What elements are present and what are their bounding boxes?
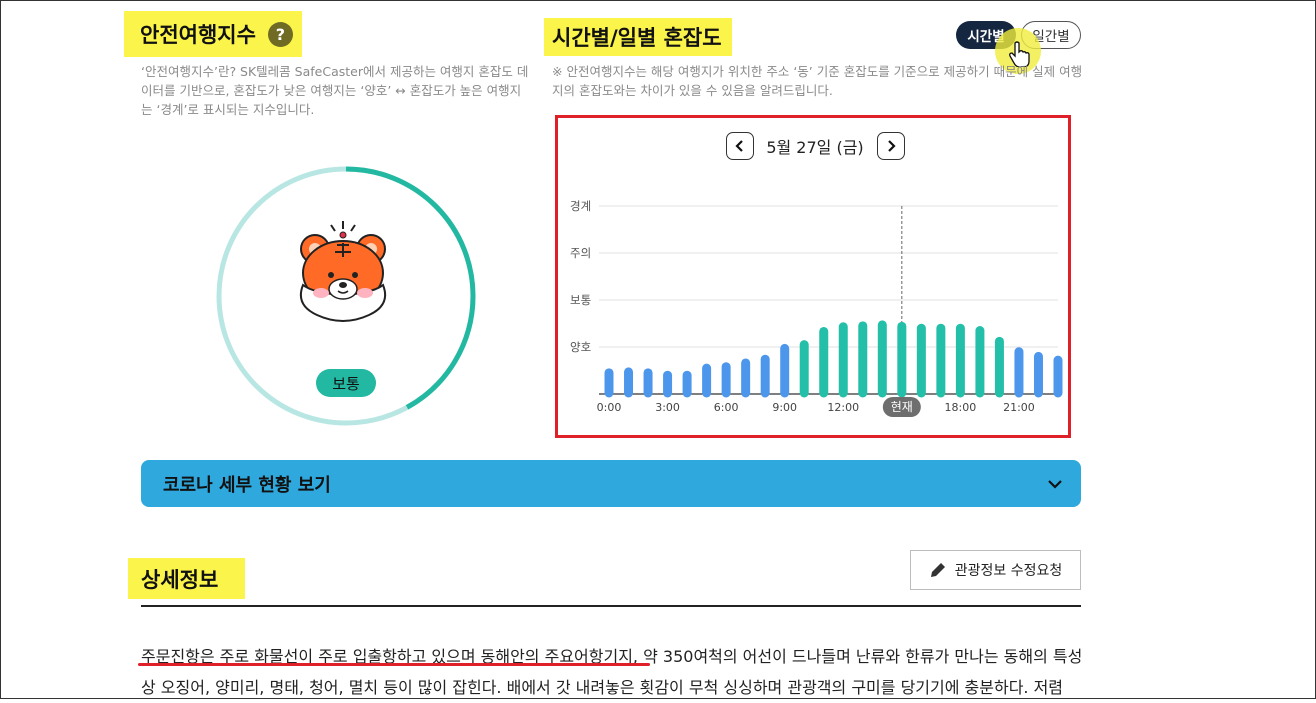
chevron-down-icon bbox=[1048, 479, 1062, 489]
congestion-bar-chart: 양호보통주의경계0:003:006:009:0012:0015:0018:002… bbox=[570, 199, 1063, 417]
edit-request-button[interactable]: 관광정보 수정요청 bbox=[910, 550, 1081, 590]
current-time-label: 현재 bbox=[891, 400, 913, 414]
prev-day-button[interactable] bbox=[726, 132, 754, 160]
y-level-label: 경계 bbox=[570, 199, 591, 213]
detail-title: 상세정보 bbox=[128, 558, 245, 599]
congestion-chart-frame bbox=[555, 115, 1071, 438]
safety-index-description: ‘안전여행지수’란? SK텔레콤 SafeCaster에서 제공하는 여행지 혼… bbox=[141, 64, 529, 117]
safety-index-title: 안전여행지수 ? bbox=[124, 11, 302, 57]
x-tick-label: 9:00 bbox=[772, 401, 797, 414]
hand-cursor-icon bbox=[1009, 41, 1030, 67]
chevron-right-icon bbox=[888, 140, 896, 152]
detail-divider bbox=[141, 605, 1081, 607]
y-level-label: 양호 bbox=[570, 340, 591, 354]
help-icon[interactable]: ? bbox=[267, 21, 293, 47]
chevron-left-icon bbox=[735, 140, 743, 152]
y-level-label: 주의 bbox=[570, 246, 591, 260]
x-tick-label: 12:00 bbox=[827, 401, 859, 414]
x-tick-label: 18:00 bbox=[945, 401, 977, 414]
x-tick-label: 6:00 bbox=[714, 401, 739, 414]
next-day-button[interactable] bbox=[877, 132, 905, 160]
annotation-underline bbox=[138, 663, 650, 666]
current-time-badge bbox=[882, 397, 921, 417]
congestion-note: ※ 안전여행지수는 해당 여행지가 위치한 주소 ‘동’ 기준 혼잡도를 기준으… bbox=[552, 64, 1083, 98]
x-tick-label: 3:00 bbox=[655, 401, 680, 414]
congestion-title: 시간별/일별 혼잡도 bbox=[544, 18, 732, 56]
pencil-icon bbox=[930, 563, 945, 577]
safety-index-title-text: 안전여행지수 bbox=[140, 23, 256, 47]
x-tick-label: 21:00 bbox=[1003, 401, 1035, 414]
detail-text: 주문진항은 주로 화물선이 주로 입출항하고 있으며 동해안의 주요어항기지, … bbox=[141, 647, 1083, 697]
corona-details-label: 코로나 세부 현황 보기 bbox=[163, 474, 331, 496]
safety-gauge bbox=[216, 166, 476, 426]
x-tick-label: 0:00 bbox=[597, 401, 622, 414]
y-level-label: 보통 bbox=[570, 293, 591, 307]
corona-details-toggle[interactable]: 코로나 세부 현황 보기 bbox=[141, 460, 1081, 507]
tiger-mascot-icon bbox=[299, 221, 387, 322]
edit-request-label: 관광정보 수정요청 bbox=[954, 563, 1063, 579]
safety-status-badge: 보통 bbox=[316, 369, 376, 397]
gauge-progress-arc bbox=[216, 166, 476, 426]
chart-date-label: 5월 27일 (금) bbox=[766, 138, 864, 157]
